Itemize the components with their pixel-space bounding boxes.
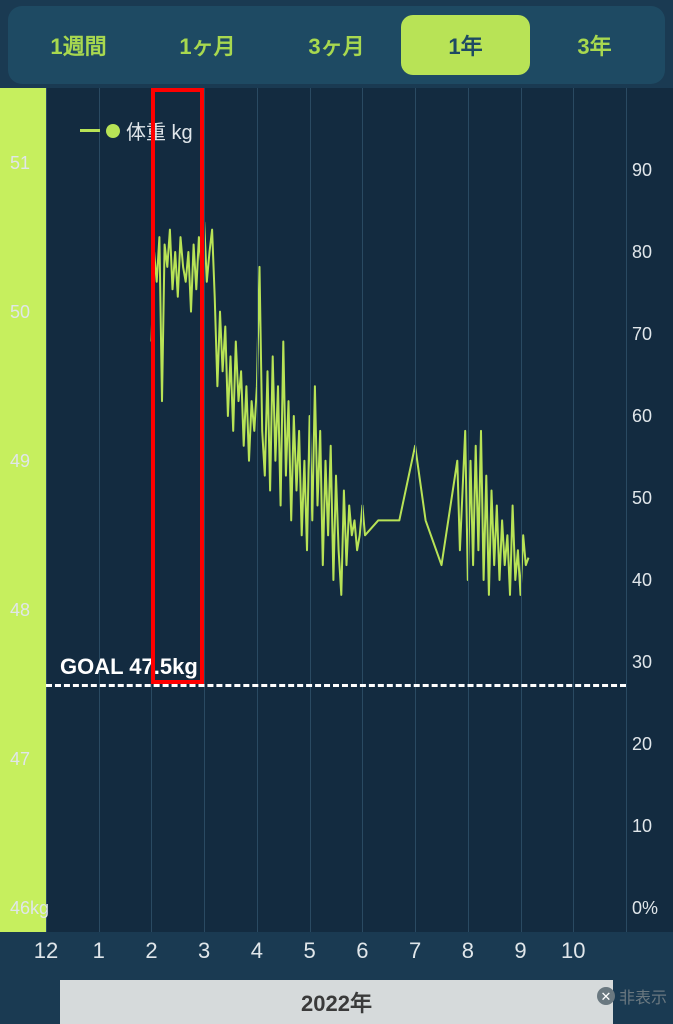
x-tick: 7 xyxy=(409,938,421,964)
y-right-tick: 70 xyxy=(632,324,652,345)
tab-3年[interactable]: 3年 xyxy=(530,15,659,75)
x-tick: 1 xyxy=(93,938,105,964)
y-left-tick: 48 xyxy=(10,600,30,621)
x-tick: 2 xyxy=(145,938,157,964)
y-right-tick: 60 xyxy=(632,406,652,427)
hide-label: 非表示 xyxy=(619,984,667,1008)
gridline-v xyxy=(415,88,416,932)
tab-1年[interactable]: 1年 xyxy=(401,15,530,75)
y-right-tick: 10 xyxy=(632,816,652,837)
x-tick: 4 xyxy=(251,938,263,964)
x-tick: 3 xyxy=(198,938,210,964)
year-label: 2022年 xyxy=(301,986,372,1018)
highlight-box xyxy=(151,88,204,684)
y-right-tick: 50 xyxy=(632,488,652,509)
y-left-tick: 51 xyxy=(10,153,30,174)
y-left-tick: 49 xyxy=(10,451,30,472)
tab-3ヶ月[interactable]: 3ヶ月 xyxy=(272,15,401,75)
gridline-v xyxy=(257,88,258,932)
tab-1ヶ月[interactable]: 1ヶ月 xyxy=(143,15,272,75)
gridline-v xyxy=(46,88,47,932)
x-tick: 12 xyxy=(34,938,58,964)
goal-line xyxy=(46,684,626,687)
gridline-v xyxy=(204,88,205,932)
x-tick: 10 xyxy=(561,938,585,964)
gridline-v xyxy=(573,88,574,932)
time-range-tabs: 1週間1ヶ月3ヶ月1年3年 xyxy=(8,6,665,84)
gridline-v xyxy=(310,88,311,932)
close-icon: ✕ xyxy=(597,987,615,1005)
gridline-v xyxy=(521,88,522,932)
y-left-tick: 46kg xyxy=(10,898,49,919)
gridline-v xyxy=(362,88,363,932)
gridline-v xyxy=(99,88,100,932)
weight-line-series xyxy=(46,88,626,932)
x-tick: 8 xyxy=(462,938,474,964)
year-bar: 2022年 xyxy=(60,980,613,1024)
legend-line-icon xyxy=(80,129,100,132)
hide-button[interactable]: ✕ 非表示 xyxy=(597,984,667,1008)
x-tick: 5 xyxy=(304,938,316,964)
plot-area xyxy=(46,88,626,932)
y-right-tick: 40 xyxy=(632,570,652,591)
gridline-v xyxy=(468,88,469,932)
legend-dot-icon xyxy=(106,124,120,138)
y-left-tick: 50 xyxy=(10,302,30,323)
left-accent-strip xyxy=(0,88,46,932)
y-right-tick: 80 xyxy=(632,242,652,263)
gridline-v xyxy=(626,88,627,932)
weight-chart: 体重 kg GOAL 47.5kg 46kg47484950510%102030… xyxy=(0,88,673,932)
y-right-tick: 90 xyxy=(632,160,652,181)
y-left-tick: 47 xyxy=(10,749,30,770)
y-right-tick: 30 xyxy=(632,652,652,673)
x-tick: 9 xyxy=(514,938,526,964)
y-right-tick: 20 xyxy=(632,734,652,755)
y-right-tick: 0% xyxy=(632,898,658,919)
x-tick: 6 xyxy=(356,938,368,964)
tab-1週間[interactable]: 1週間 xyxy=(14,15,143,75)
